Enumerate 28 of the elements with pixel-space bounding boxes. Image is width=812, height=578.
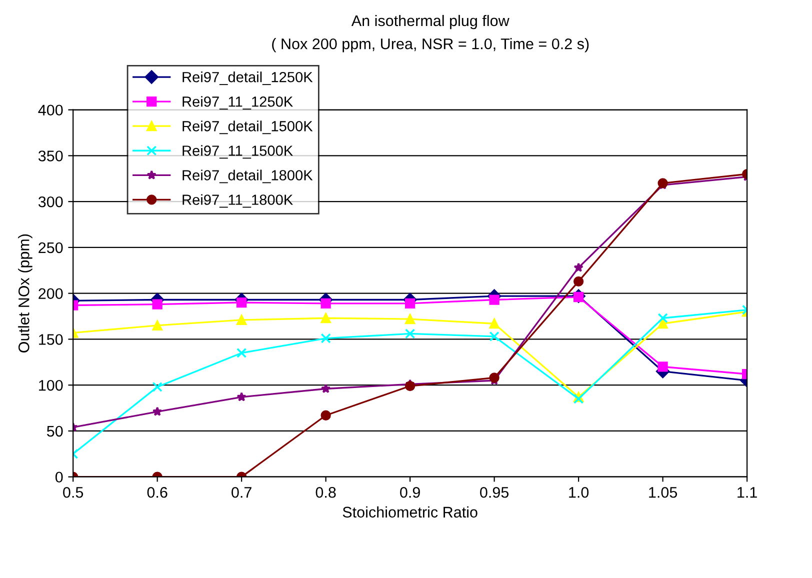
- legend-label: Rei97_detail_1250K: [182, 72, 313, 86]
- chart-title: An isothermal plug flow: [351, 14, 510, 30]
- legend-label: Rei97_11_1500K: [182, 145, 293, 159]
- x-tick-label: 1.05: [649, 486, 678, 498]
- legend-label: Rei97_11_1250K: [182, 96, 293, 110]
- x-axis-title: Stoichiometric Ratio: [342, 506, 478, 518]
- y-tick-label: 150: [39, 334, 63, 345]
- y-tick-label: 100: [39, 380, 63, 391]
- x-tick-label: 0.8: [316, 486, 336, 498]
- y-tick-label: 200: [38, 288, 63, 300]
- legend-label: Rei97_detail_1800K: [182, 170, 313, 184]
- legend-label: Rei97_11_1800K: [182, 194, 293, 208]
- x-tick-label: 0.9: [400, 486, 420, 498]
- y-tick-label: 250: [38, 242, 63, 254]
- y-axis-title: Outlet NOx (ppm): [18, 234, 32, 352]
- y-tick-label: 50: [46, 426, 63, 437]
- legend-label: Rei97_detail_1500K: [182, 120, 313, 134]
- y-tick-label: 400: [38, 104, 63, 116]
- chart-subtitle: ( Nox 200 ppm, Urea, NSR = 1.0, Time = 0.2 s): [272, 38, 589, 52]
- y-tick-label: 300: [38, 196, 63, 208]
- y-tick-label: 350: [38, 150, 63, 162]
- y-tick-label: 0: [55, 472, 63, 483]
- x-tick-label: 0.7: [232, 486, 252, 498]
- x-tick-label: 0.6: [147, 486, 168, 498]
- x-tick-label: 0.5: [63, 486, 84, 498]
- x-tick-label: 0.95: [480, 486, 509, 498]
- x-tick-label: 1.0: [569, 486, 589, 498]
- x-tick-label: 1.1: [738, 487, 757, 498]
